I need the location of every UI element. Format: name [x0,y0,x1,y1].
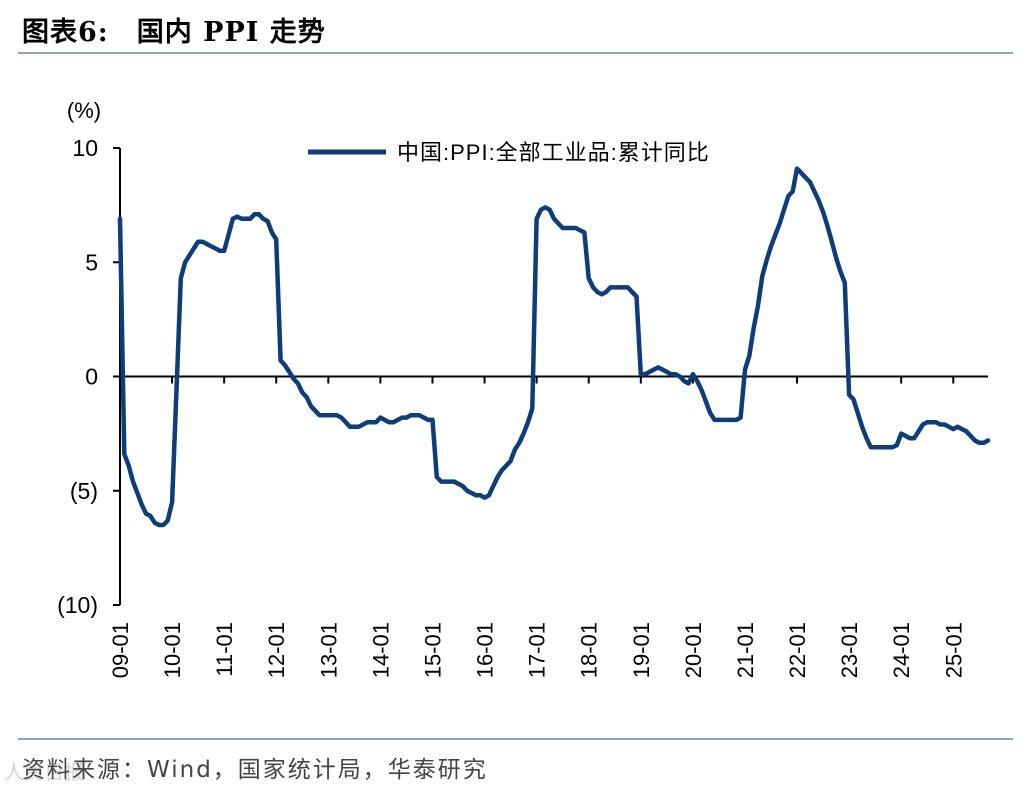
x-tick-label: 23-01 [837,622,862,678]
x-tick-label: 16-01 [473,622,498,678]
y-tick-label: (5) [70,478,98,504]
x-tick-label: 18-01 [577,622,602,678]
y-tick-label: 10 [72,135,98,161]
top-divider [18,52,1013,54]
x-tick-label: 12-01 [264,622,289,678]
figure-title-text: 国内 PPI 走势 [136,17,326,48]
watermark-text: 人民日报 [4,760,84,784]
x-tick-label: 19-01 [629,622,654,678]
x-tick-label: 21-01 [733,622,758,678]
y-tick-label: 0 [85,364,98,390]
bottom-divider [18,738,1013,740]
figure-number: 图表6: [22,17,109,48]
y-axis: (%) 10 5 0 (5) (10) [57,98,121,618]
x-tick-label: 09-01 [108,622,133,678]
x-tick-label: 14-01 [368,622,393,678]
x-axis: 09-01 10-01 11-01 12-01 13-01 14-01 15-01 16-01… [108,375,988,678]
y-tick-label: (10) [57,592,98,618]
x-tick-label: 24-01 [889,622,914,678]
figure-title: 图表6: 国内 PPI 走势 [22,10,326,49]
y-unit-label: (%) [67,98,101,123]
x-tick-label: 25-01 [941,622,966,678]
series-layer [117,166,991,528]
x-tick-label: 20-01 [681,622,706,678]
x-tick-label: 15-01 [420,622,445,678]
x-tick-label: 13-01 [316,622,341,678]
x-tick-label: 11-01 [212,622,237,677]
series-line [117,166,991,528]
legend: 中国:PPI:全部工业品:累计同比 [308,140,710,165]
source-note: 资料来源：Wind，国家统计局，华泰研究 [22,757,488,783]
y-tick-label: 5 [85,249,98,275]
x-tick-label: 10-01 [160,622,185,678]
x-tick-label: 22-01 [785,622,810,678]
legend-label: 中国:PPI:全部工业品:累计同比 [397,140,710,165]
x-tick-label: 17-01 [525,622,550,678]
